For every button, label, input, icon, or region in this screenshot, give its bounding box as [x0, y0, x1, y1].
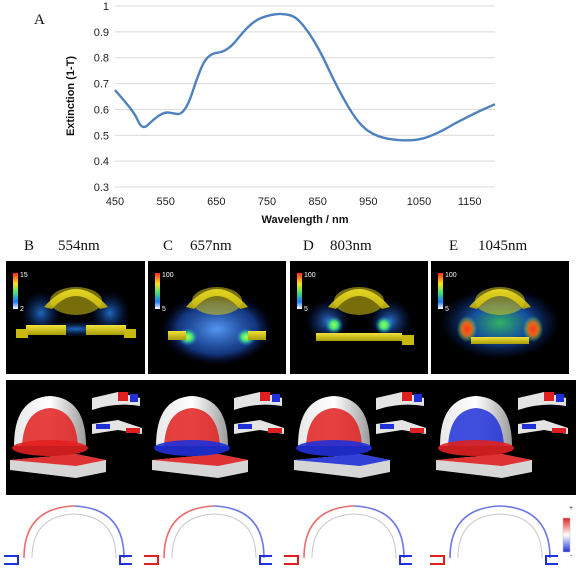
- panel-e-label: E: [449, 238, 459, 254]
- colorbar-c-max: 100: [162, 272, 174, 279]
- y-axis-ticks: 0.3 0.4 0.5 0.6 0.7 0.8 0.9 1: [94, 1, 109, 194]
- charge-render-row: [6, 380, 576, 495]
- x-tick-label: 650: [207, 196, 225, 208]
- field-map-e: 100 5: [431, 261, 569, 374]
- colorbar-b-min: 2: [20, 306, 24, 313]
- colorbar-c: [155, 273, 160, 309]
- chart-gridlines: [115, 5, 495, 188]
- x-tick-label: 950: [359, 196, 377, 208]
- x-tick-label: 550: [156, 196, 174, 208]
- charge-render: [436, 392, 568, 478]
- colorbar-b: [13, 273, 18, 309]
- charge-cross-section: [4, 505, 132, 565]
- colorbar-e-max: 100: [445, 272, 457, 279]
- panel-c-wavelength: 657nm: [190, 238, 232, 254]
- colorbar-e-min: 5: [445, 306, 449, 313]
- y-tick-label: 0.4: [94, 156, 109, 168]
- extinction-series-line: [114, 12, 496, 142]
- y-axis-title: Extinction (1-T): [65, 56, 77, 136]
- charge-render: [10, 392, 142, 478]
- x-tick-label: 450: [106, 196, 124, 208]
- panel-b-label: B: [24, 238, 35, 254]
- colorbar-d-max: 100: [304, 272, 316, 279]
- charge-colorbar-minus: -: [570, 553, 573, 560]
- panel-e-wavelength: 1045nm: [478, 238, 528, 254]
- x-tick-label: 1050: [407, 196, 431, 208]
- y-tick-label: 0.7: [94, 79, 109, 91]
- charge-render: [152, 392, 284, 478]
- field-map-b: 15 2: [6, 261, 145, 374]
- colorbar-e: [438, 273, 443, 309]
- colorbar-c-min: 5: [162, 306, 166, 313]
- panel-d-wavelength: 803nm: [330, 238, 372, 254]
- charge-cross-section: [284, 505, 412, 565]
- x-tick-label: 850: [308, 196, 326, 208]
- y-tick-label: 0.8: [94, 53, 109, 65]
- x-axis-title: Wavelength / nm: [262, 214, 349, 226]
- charge-cross-section-row: [0, 500, 582, 573]
- panel-a-label: A: [34, 12, 45, 28]
- panel-c-label: C: [163, 238, 174, 254]
- y-tick-label: 0.9: [94, 27, 109, 39]
- x-tick-label: 750: [258, 196, 276, 208]
- panel-d-label: D: [303, 238, 314, 254]
- field-map-c: 100 5: [148, 261, 286, 374]
- charge-colorbar-plus: +: [569, 505, 574, 512]
- field-map-d: 100 5: [290, 261, 428, 374]
- charge-colorbar: [562, 517, 571, 553]
- colorbar-d: [297, 273, 302, 309]
- charge-cross-section: [430, 505, 558, 565]
- charge-render: [294, 392, 426, 478]
- x-tick-label: 1150: [458, 196, 482, 208]
- y-tick-label: 1: [103, 1, 109, 13]
- charge-cross-section: [144, 505, 272, 565]
- x-axis-ticks: 450 550 650 750 850 950 1050 1150: [106, 196, 482, 208]
- panel-b-wavelength: 554nm: [58, 238, 100, 254]
- colorbar-d-min: 5: [304, 306, 308, 313]
- y-tick-label: 0.5: [94, 130, 109, 142]
- colorbar-b-max: 15: [20, 272, 28, 279]
- y-tick-label: 0.3: [94, 182, 109, 194]
- extinction-spectrum-chart: 0.3 0.4 0.5 0.6 0.7 0.8 0.9 1 450 550 650 750 850 95…: [65, 1, 496, 226]
- y-tick-label: 0.6: [94, 104, 109, 116]
